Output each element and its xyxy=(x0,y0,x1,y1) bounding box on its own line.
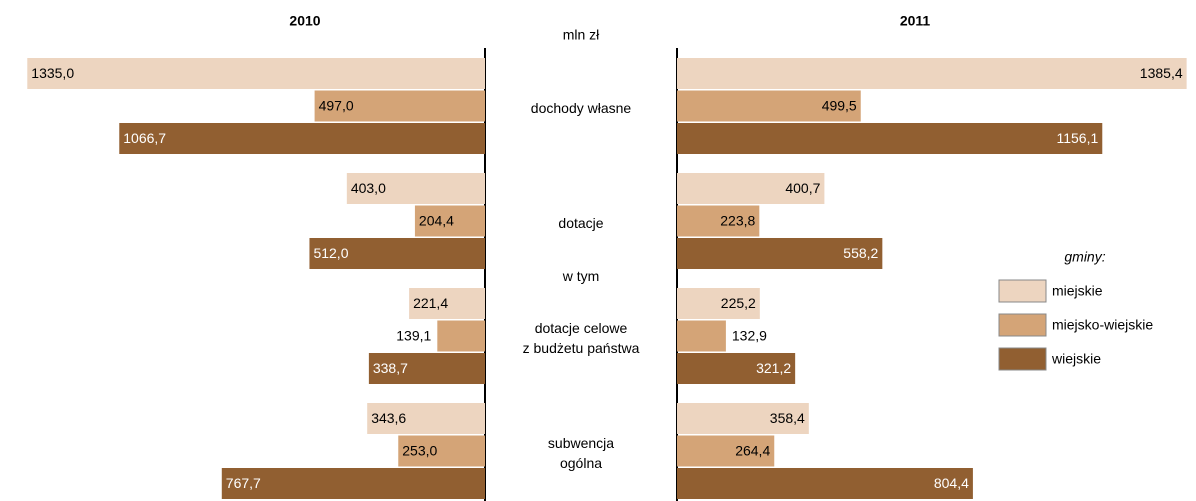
bar xyxy=(677,320,726,352)
legend-swatch xyxy=(998,347,1047,371)
value-label: 264,4 xyxy=(735,443,770,459)
bar xyxy=(677,205,760,237)
value-label: 338,7 xyxy=(373,360,408,376)
value-label: 1066,7 xyxy=(123,130,166,146)
category-label: dochody własne xyxy=(530,100,632,116)
bar xyxy=(677,238,883,269)
legend-swatch xyxy=(998,279,1047,303)
category-label: dotacje xyxy=(558,215,604,231)
bar xyxy=(409,288,485,319)
unit-label: mln zł xyxy=(563,27,600,43)
bar xyxy=(677,353,796,384)
value-label: 403,0 xyxy=(351,180,386,196)
value-label: 253,0 xyxy=(402,443,437,459)
bar xyxy=(677,288,760,319)
category-label: dotacje celowe z budżetu państwa xyxy=(522,320,640,356)
bar xyxy=(677,90,861,122)
value-label: 221,4 xyxy=(413,295,448,311)
bar xyxy=(677,403,809,434)
value-label: 1156,1 xyxy=(1056,130,1098,146)
bar xyxy=(314,90,485,122)
bar xyxy=(309,238,485,269)
legend-label: wiejskie xyxy=(1051,351,1101,367)
value-label: 499,5 xyxy=(822,98,857,114)
value-label: 558,2 xyxy=(843,245,878,261)
bar xyxy=(346,173,485,204)
bar xyxy=(677,58,1187,89)
value-label: 139,1 xyxy=(396,328,431,344)
bar xyxy=(221,468,485,499)
value-label: 767,7 xyxy=(226,475,261,491)
value-label: 400,7 xyxy=(785,180,820,196)
category-label: subwencja ogólna xyxy=(547,435,615,471)
bar xyxy=(398,435,485,467)
bar xyxy=(414,205,485,237)
bar xyxy=(119,123,485,154)
legend-title: gminy: xyxy=(1064,249,1105,265)
legend-label: miejskie xyxy=(1052,283,1103,299)
value-label: 321,2 xyxy=(756,360,791,376)
bar xyxy=(367,403,485,434)
bar xyxy=(27,58,486,89)
bar xyxy=(677,435,775,467)
panel-title: 2010 xyxy=(289,13,320,29)
value-label: 512,0 xyxy=(313,245,348,261)
value-label: 204,4 xyxy=(419,213,454,229)
annotation: w tym xyxy=(562,268,600,284)
value-label: 343,6 xyxy=(371,410,406,426)
bar xyxy=(677,123,1103,154)
value-label: 804,4 xyxy=(934,475,969,491)
bar xyxy=(437,320,485,352)
value-label: 1385,4 xyxy=(1140,65,1183,81)
value-label: 225,2 xyxy=(721,295,756,311)
legend-swatch xyxy=(998,313,1047,337)
value-label: 358,4 xyxy=(770,410,805,426)
bar xyxy=(677,468,973,499)
value-label: 1335,0 xyxy=(31,65,74,81)
value-label: 132,9 xyxy=(732,328,767,344)
value-label: 223,8 xyxy=(720,213,755,229)
panel-title: 2011 xyxy=(900,13,931,29)
value-label: 497,0 xyxy=(319,98,354,114)
legend-label: miejsko-wiejskie xyxy=(1052,317,1153,333)
bar xyxy=(677,173,825,204)
bar xyxy=(368,353,485,384)
